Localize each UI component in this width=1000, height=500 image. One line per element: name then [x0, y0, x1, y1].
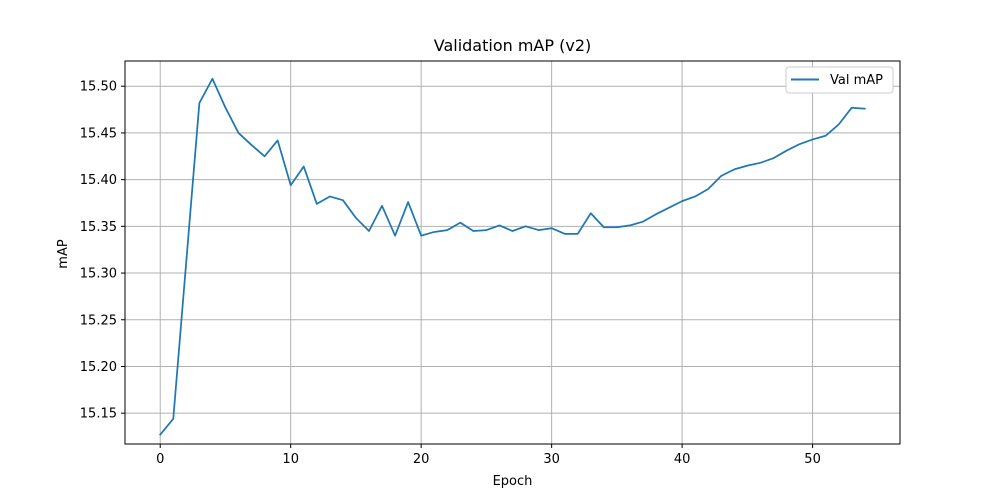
x-axis-ticks: 0 10 20 30 40 50	[156, 444, 821, 467]
x-tick-label: 40	[674, 452, 691, 467]
y-tick-label: 15.35	[80, 220, 117, 235]
y-tick-label: 15.15	[80, 407, 117, 422]
series-line-val-map	[158, 77, 866, 436]
y-tick-label: 15.20	[80, 360, 117, 375]
y-tick-label: 15.30	[80, 267, 117, 282]
y-tick-label: 15.50	[80, 80, 117, 95]
x-tick-label: 50	[804, 452, 821, 467]
y-tick-label: 15.45	[80, 126, 117, 141]
legend-box	[785, 66, 894, 94]
legend-label: Val mAP	[830, 73, 883, 88]
y-tick-label: 15.40	[80, 173, 117, 188]
x-tick-label: 0	[156, 452, 164, 467]
legend: Val mAP	[785, 66, 894, 94]
x-tick-label: 10	[282, 452, 299, 467]
chart-title: Validation mAP (v2)	[434, 36, 592, 55]
y-tick-label: 15.25	[80, 313, 117, 328]
x-tick-label: 20	[413, 452, 430, 467]
series-layer	[158, 77, 866, 436]
y-axis-ticks: 15.15 15.20 15.25 15.30 15.35 15.40 15.45 15.50	[80, 80, 125, 422]
grid	[125, 61, 900, 444]
plot-frame	[124, 60, 901, 445]
x-axis-label: Epoch	[493, 474, 533, 489]
y-axis-label: mAP	[56, 239, 71, 269]
x-tick-label: 30	[543, 452, 560, 467]
